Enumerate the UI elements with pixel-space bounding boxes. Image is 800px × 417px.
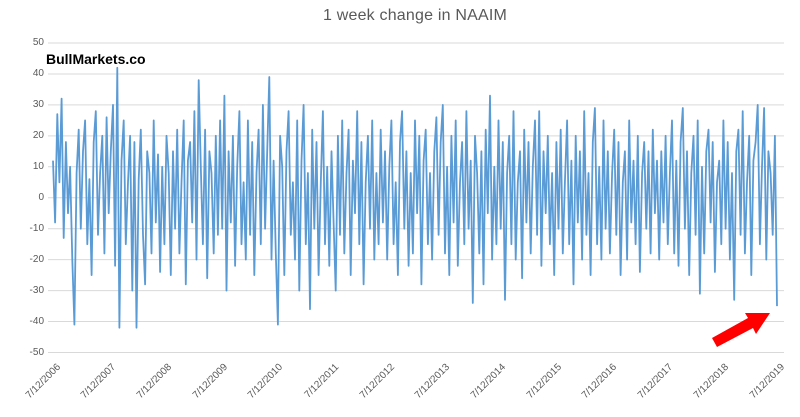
y-tick-label: 40 <box>32 67 44 79</box>
y-tick-label: -10 <box>29 222 44 234</box>
bullmarkets-watermark: BullMarkets.co <box>46 51 146 67</box>
y-tick-label: -30 <box>29 284 44 296</box>
gridlines <box>48 42 784 353</box>
naaim-series-line <box>52 66 778 329</box>
y-tick-label: -40 <box>29 315 44 327</box>
y-tick-label: 0 <box>38 191 44 203</box>
y-tick-label: 10 <box>32 160 44 172</box>
y-tick-label: -50 <box>29 346 44 358</box>
y-tick-label: 30 <box>32 98 44 110</box>
red-arrow-annotation-icon <box>712 313 770 347</box>
y-tick-label: -20 <box>29 253 44 265</box>
y-tick-label: 20 <box>32 129 44 141</box>
y-tick-label: 50 <box>32 37 44 48</box>
chart-title: 1 week change in NAAIM <box>322 7 508 24</box>
